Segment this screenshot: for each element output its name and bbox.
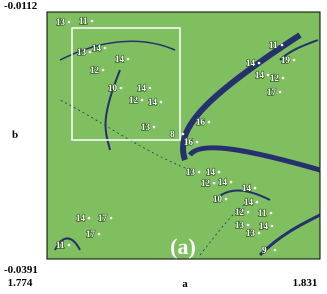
period-dot — [103, 46, 107, 50]
period-label: 16 — [196, 117, 206, 127]
period-label: 13 — [141, 122, 151, 132]
period-label: 14 — [259, 221, 269, 231]
zoom-box — [71, 27, 181, 141]
period-label: 13 — [246, 228, 256, 238]
period-label: 14 — [92, 43, 102, 53]
period-dot — [217, 170, 221, 174]
x-max-label: 1.831 — [293, 277, 318, 289]
period-dot — [140, 98, 144, 102]
period-label: 12 — [270, 73, 280, 83]
period-label: 16 — [184, 137, 194, 147]
period-dot — [67, 20, 71, 24]
period-dot — [90, 19, 94, 23]
period-label: 14 — [218, 177, 228, 187]
period-dot — [269, 211, 273, 215]
period-label: 13 — [77, 47, 87, 57]
period-label: 14 — [137, 83, 147, 93]
period-label: 14 — [244, 197, 254, 207]
period-label: 11 — [258, 208, 267, 218]
period-label: 19 — [281, 55, 291, 65]
period-dot — [280, 43, 284, 47]
period-label: 14 — [246, 58, 256, 68]
period-label: 8 — [170, 129, 175, 139]
y-axis-label: b — [12, 129, 18, 141]
period-dot — [246, 223, 250, 227]
period-dot — [207, 120, 211, 124]
period-label: 12 — [201, 178, 211, 188]
period-dot — [126, 57, 130, 61]
period-label: 12 — [90, 65, 100, 75]
period-dot — [152, 125, 156, 129]
panel-label: (a) — [170, 234, 196, 259]
period-dot — [159, 100, 163, 104]
period-label: 13 — [56, 17, 66, 27]
period-dot — [87, 216, 91, 220]
x-min-label: 1.774 — [8, 277, 33, 289]
period-dot — [246, 210, 250, 214]
period-dot — [212, 181, 216, 185]
period-dot — [109, 216, 113, 220]
period-label: 10 — [108, 83, 118, 93]
period-dot — [229, 180, 233, 184]
period-label: 9 — [262, 245, 267, 255]
period-dot — [278, 90, 282, 94]
period-label: 12 — [235, 207, 245, 217]
bifurcation-curves — [54, 32, 321, 257]
period-dot — [148, 86, 152, 90]
period-label: 14 — [242, 183, 252, 193]
period-label: 11 — [56, 240, 65, 250]
period-label: 11 — [269, 40, 278, 50]
period-dot — [266, 73, 270, 77]
period-dot — [255, 200, 259, 204]
x-axis-label: a — [182, 278, 188, 290]
period-dot — [257, 231, 261, 235]
period-label: 14 — [148, 97, 158, 107]
period-label: 10 — [213, 194, 223, 204]
period-dot — [292, 58, 296, 62]
period-dot — [273, 248, 277, 252]
period-label: 14 — [115, 54, 125, 64]
period-label: 14 — [255, 70, 265, 80]
period-dot — [257, 61, 261, 65]
period-dot — [97, 232, 101, 236]
period-label: 12 — [129, 95, 139, 105]
period-label: 14 — [76, 213, 86, 223]
period-dot — [270, 224, 274, 228]
period-label: 17 — [267, 87, 277, 97]
period-dot — [119, 86, 123, 90]
period-dot — [181, 132, 185, 136]
period-dot — [101, 68, 105, 72]
period-label: 17 — [98, 213, 108, 223]
period-dot — [197, 170, 201, 174]
y-max-label: -0.0112 — [4, 0, 38, 12]
period-dot — [281, 76, 285, 80]
period-label: 14 — [206, 167, 216, 177]
period-dot — [195, 140, 199, 144]
period-label: 13 — [235, 220, 245, 230]
period-dot — [253, 186, 257, 190]
period-label: 13 — [186, 167, 196, 177]
y-min-label: -0.0391 — [4, 264, 38, 276]
period-dot — [224, 197, 228, 201]
period-dot — [67, 243, 71, 247]
period-label: 17 — [86, 229, 96, 239]
period-label: 11 — [79, 16, 88, 26]
period-dot — [88, 50, 92, 54]
